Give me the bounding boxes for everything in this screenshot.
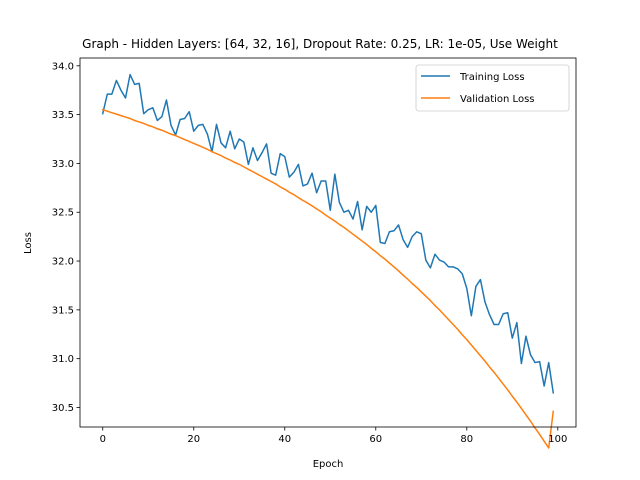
x-tick-label: 80	[460, 434, 473, 445]
series-line-validation-loss	[101, 108, 555, 449]
plot-frame	[79, 57, 577, 428]
legend: Training Loss Validation Loss	[415, 64, 570, 112]
x-tick-label: 20	[187, 434, 200, 445]
legend-label: Validation Loss	[460, 94, 535, 105]
series-line-training-loss	[101, 73, 555, 394]
y-tick-label: 33.0	[52, 159, 74, 170]
y-tick-label: 32.5	[52, 208, 74, 219]
x-tick-label: 60	[369, 434, 382, 445]
axis-ticks: 0 20 40 60 80 100 30.5 31.0 31.5 32.0 32.5 33.0 33.5…	[52, 61, 568, 445]
y-tick-label: 32.0	[52, 257, 74, 268]
y-tick-label: 34.0	[52, 61, 74, 72]
y-tick-label: 33.5	[52, 110, 74, 121]
legend-label: Training Loss	[459, 72, 525, 83]
y-tick-label: 30.5	[52, 403, 74, 414]
y-axis-label: Loss	[23, 232, 34, 254]
x-tick-label: 40	[278, 434, 291, 445]
y-tick-label: 31.5	[52, 305, 74, 316]
x-axis-label: Epoch	[313, 459, 344, 470]
legend-box	[415, 64, 570, 112]
x-tick-label: 100	[548, 434, 567, 445]
chart-title: Graph - Hidden Layers: [64, 32, 16], Dro…	[82, 37, 558, 51]
x-tick-label: 0	[100, 434, 106, 445]
plot-area	[101, 73, 555, 449]
y-tick-label: 31.0	[52, 354, 74, 365]
